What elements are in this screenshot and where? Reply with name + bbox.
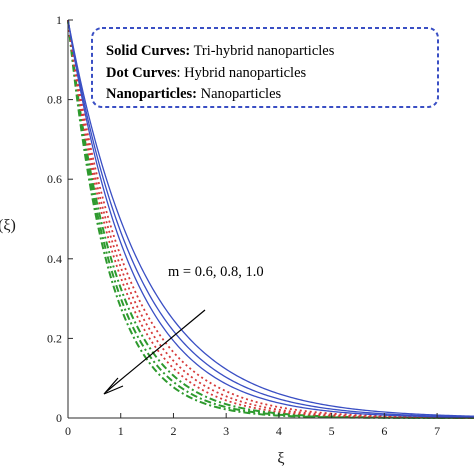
series-line-hybrid-m-0.6 <box>67 19 474 419</box>
annotation-m-values: m = 0.6, 0.8, 1.0 <box>168 264 264 280</box>
series-line-tri-hybrid-m-0.8 <box>67 19 474 418</box>
y-tick-label: 0.2 <box>47 331 62 345</box>
axes <box>67 20 474 419</box>
annotation-arrow-shaft <box>105 309 206 393</box>
y-ticks: 0 0.2 0.4 0.6 0.8 1 <box>47 13 73 425</box>
series-line-hybrid-m-0.8 <box>67 19 474 419</box>
x-tick-label: 5 <box>329 424 335 438</box>
series-line-tri-hybrid-m-1 <box>67 19 474 418</box>
x-tick-label: 4 <box>276 424 282 438</box>
annotation-arrow <box>103 309 206 395</box>
legend-entry-dot-key: Dot Curves <box>106 65 177 81</box>
y-tick-label: 0 <box>56 411 62 425</box>
x-tick-label: 6 <box>381 424 387 438</box>
legend-entry-nano-key: Nanoparticles: <box>106 86 197 102</box>
legend-entry-solid: Solid Curves: Tri-hybrid nanoparticles <box>106 43 335 59</box>
legend-entry-nano-value: Nanoparticles <box>197 86 282 102</box>
annotation-arrow-head <box>103 377 124 395</box>
x-tick-label: 1 <box>118 424 124 438</box>
x-tick-label: 0 <box>65 424 71 438</box>
legend-entry-dot-value: : Hybrid nanoparticles <box>176 65 306 81</box>
legend-border <box>91 27 439 108</box>
legend-entry-solid-key: Solid Curves: <box>106 43 190 59</box>
legend-entry-nano: Nanoparticles: Nanoparticles <box>106 86 282 102</box>
series-line-nano-m-0.8 <box>67 19 474 419</box>
series-line-tri-hybrid-m-0.6 <box>67 19 474 417</box>
legend-entry-solid-value: Tri-hybrid nanoparticles <box>190 43 335 59</box>
y-tick-label: 0.8 <box>47 93 62 107</box>
y-axis-label: (ξ) <box>0 217 16 234</box>
x-tick-label: 2 <box>170 424 176 438</box>
x-ticks: 0 1 2 3 4 5 6 7 <box>65 413 440 438</box>
x-tick-label: 7 <box>434 424 440 438</box>
legend-entry-dot: Dot Curves: Hybrid nanoparticles <box>106 65 306 81</box>
x-axis-label: ξ <box>277 450 284 467</box>
y-tick-label: 1 <box>56 13 62 27</box>
y-tick-label: 0.6 <box>47 172 62 186</box>
x-tick-label: 3 <box>223 424 229 438</box>
y-tick-label: 0.4 <box>47 252 62 266</box>
legend-box: Solid Curves: Tri-hybrid nanoparticles D… <box>91 27 439 108</box>
